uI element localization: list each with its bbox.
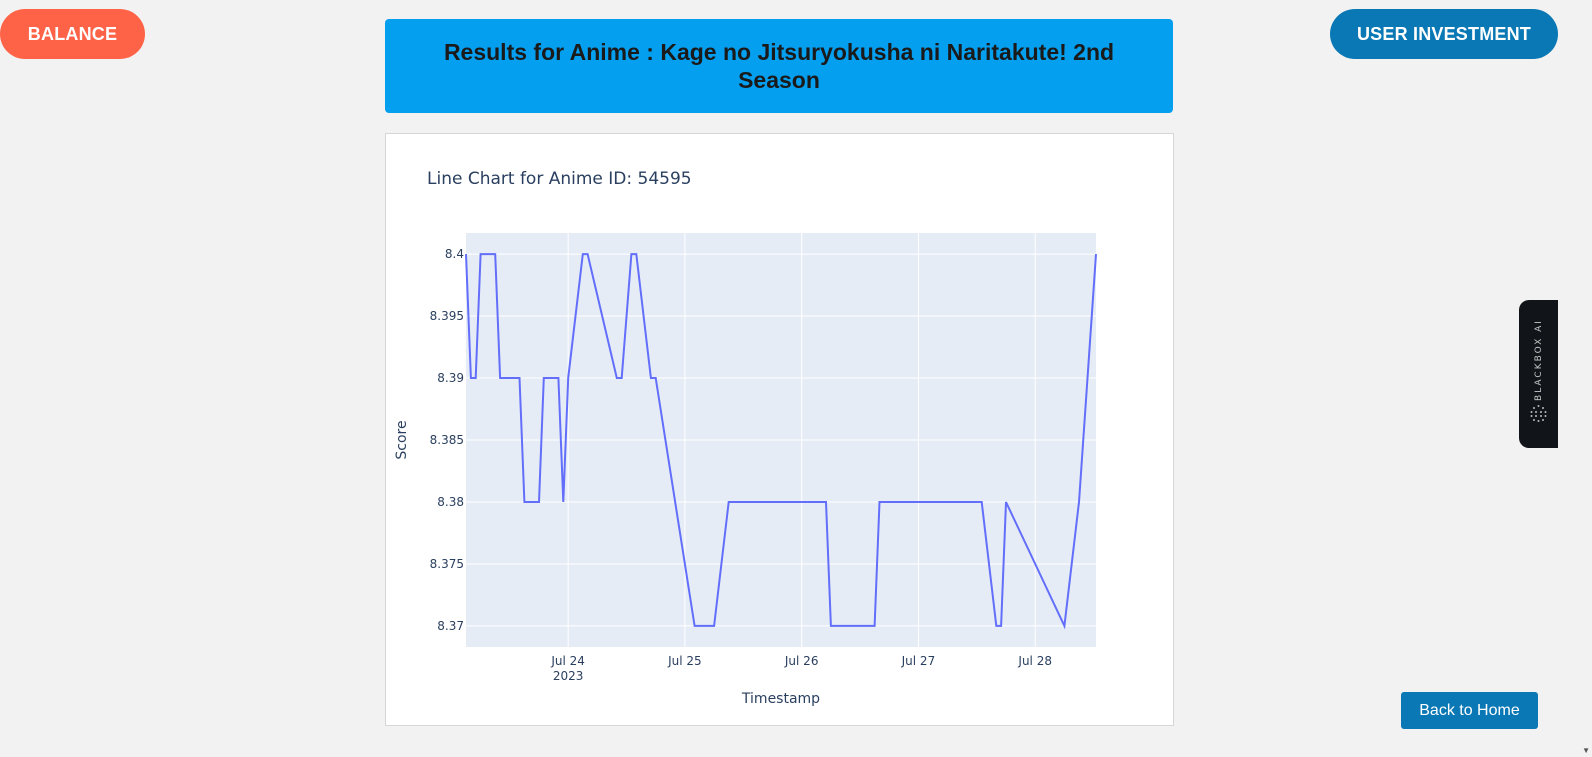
y-tick-label: 8.375	[430, 557, 464, 571]
x-tick-year-label: 2023	[553, 669, 584, 683]
series-line	[465, 253, 1097, 630]
back-to-home-button[interactable]: Back to Home	[1401, 692, 1538, 729]
line-chart: Line Chart for Anime ID: 54595 8.37 8.375…	[394, 169, 1097, 707]
blackbox-ai-label: BLACKBOX AI	[1533, 319, 1544, 401]
y-tick-label: 8.385	[430, 433, 464, 447]
dots-sphere-icon	[1530, 405, 1547, 422]
y-tick-label: 8.39	[437, 371, 464, 385]
balance-button[interactable]: BALANCE	[0, 9, 145, 59]
user-investment-button[interactable]: USER INVESTMENT	[1330, 9, 1558, 59]
blackbox-ai-widget[interactable]: BLACKBOX AI	[1519, 300, 1558, 448]
chart-card: Line Chart for Anime ID: 54595 8.37 8.375…	[385, 133, 1174, 726]
y-tick-label: 8.38	[437, 495, 464, 509]
x-tick-label: Jul 28	[1017, 654, 1052, 668]
y-tick-label: 8.4	[445, 247, 464, 261]
y-tick-label: 8.395	[430, 309, 464, 323]
y-tick-label: 8.37	[437, 619, 464, 633]
x-tick-label: Jul 24	[550, 654, 585, 668]
scroll-down-arrow-icon[interactable]: ▼	[1582, 746, 1590, 755]
y-axis-title: Score	[394, 420, 410, 459]
x-tick-label: Jul 27	[901, 654, 936, 668]
x-tick-label: Jul 25	[667, 654, 702, 668]
title-banner: Results for Anime : Kage no Jitsuryokush…	[385, 19, 1173, 113]
x-axis-title: Timestamp	[741, 691, 820, 707]
chart-title: Line Chart for Anime ID: 54595	[427, 169, 692, 189]
y-axis-ticks: 8.37 8.375 8.38 8.385 8.39 8.395 8.4	[430, 247, 464, 633]
x-tick-label: Jul 26	[784, 654, 819, 668]
page-title: Results for Anime : Kage no Jitsuryokush…	[443, 39, 1115, 93]
